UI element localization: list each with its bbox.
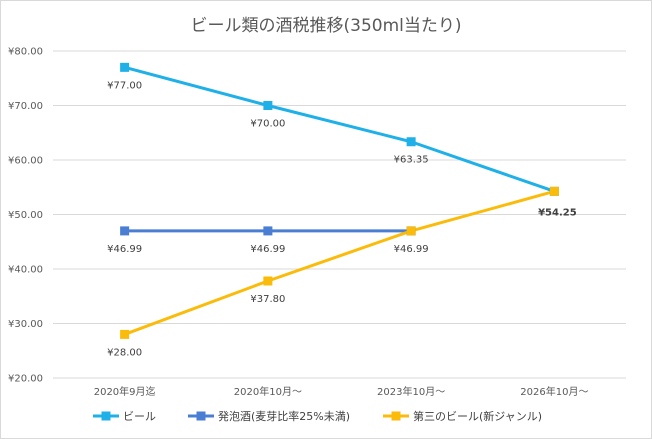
data-point bbox=[406, 137, 416, 147]
data-point bbox=[549, 186, 559, 196]
y-tick-label: ¥70.00 bbox=[8, 101, 43, 112]
data-point bbox=[406, 226, 416, 236]
data-point bbox=[120, 226, 130, 236]
legend-entry: 第三のビール(新ジャンル) bbox=[413, 409, 542, 423]
series-lines bbox=[124, 65, 555, 336]
gridlines bbox=[53, 50, 626, 379]
y-tick-label: ¥50.00 bbox=[8, 210, 43, 221]
data-label: ¥63.35 bbox=[394, 155, 429, 166]
legend-entry: ビール bbox=[123, 410, 156, 423]
legend: ビール 発泡酒(麦芽比率25%未満) 第三のビール(新ジャンル) bbox=[93, 409, 542, 423]
legend-marker bbox=[196, 411, 206, 421]
data-point bbox=[263, 226, 273, 236]
legend-entry: 発泡酒(麦芽比率25%未満) bbox=[218, 409, 350, 423]
chart-title: ビール類の酒税推移(350ml当たり) bbox=[191, 16, 462, 36]
x-tick-label: 2023年10月～ bbox=[377, 385, 445, 398]
y-axis-ticks: ¥20.00 ¥30.00 ¥40.00 ¥50.00 ¥60.00 ¥70.00 ¥80.… bbox=[8, 47, 43, 385]
x-tick-label: 2020年10月～ bbox=[234, 385, 302, 398]
y-tick-label: ¥40.00 bbox=[8, 265, 43, 276]
data-label: ¥70.00 bbox=[250, 119, 285, 130]
data-point bbox=[120, 62, 130, 72]
data-point bbox=[263, 101, 273, 110]
x-tick-label: 2026年10月～ bbox=[520, 385, 588, 398]
data-label: ¥37.80 bbox=[250, 294, 285, 305]
series-line bbox=[124, 65, 555, 193]
series-markers bbox=[120, 62, 559, 339]
data-label: ¥54.25 bbox=[538, 207, 577, 218]
y-tick-label: ¥20.00 bbox=[8, 374, 43, 385]
x-tick-label: 2020年9月迄 bbox=[94, 385, 156, 398]
legend-marker bbox=[391, 411, 401, 421]
data-label: ¥28.00 bbox=[107, 347, 142, 358]
legend-marker bbox=[101, 411, 111, 421]
data-point bbox=[263, 276, 273, 286]
y-tick-label: ¥60.00 bbox=[8, 156, 43, 167]
data-labels: ¥77.00 ¥70.00 ¥63.35 ¥46.99 ¥46.99 ¥46.99 ¥28.… bbox=[107, 80, 577, 358]
data-label: ¥46.99 bbox=[250, 244, 285, 255]
y-tick-label: ¥30.00 bbox=[8, 319, 43, 330]
data-label: ¥46.99 bbox=[394, 244, 429, 255]
series-line bbox=[124, 189, 555, 336]
x-axis-ticks: 2020年9月迄 2020年10月～ 2023年10月～ 2026年10月～ bbox=[94, 385, 589, 398]
data-label: ¥77.00 bbox=[107, 80, 142, 91]
data-label: ¥46.99 bbox=[107, 244, 142, 255]
data-point bbox=[120, 329, 130, 339]
y-tick-label: ¥80.00 bbox=[8, 47, 43, 58]
